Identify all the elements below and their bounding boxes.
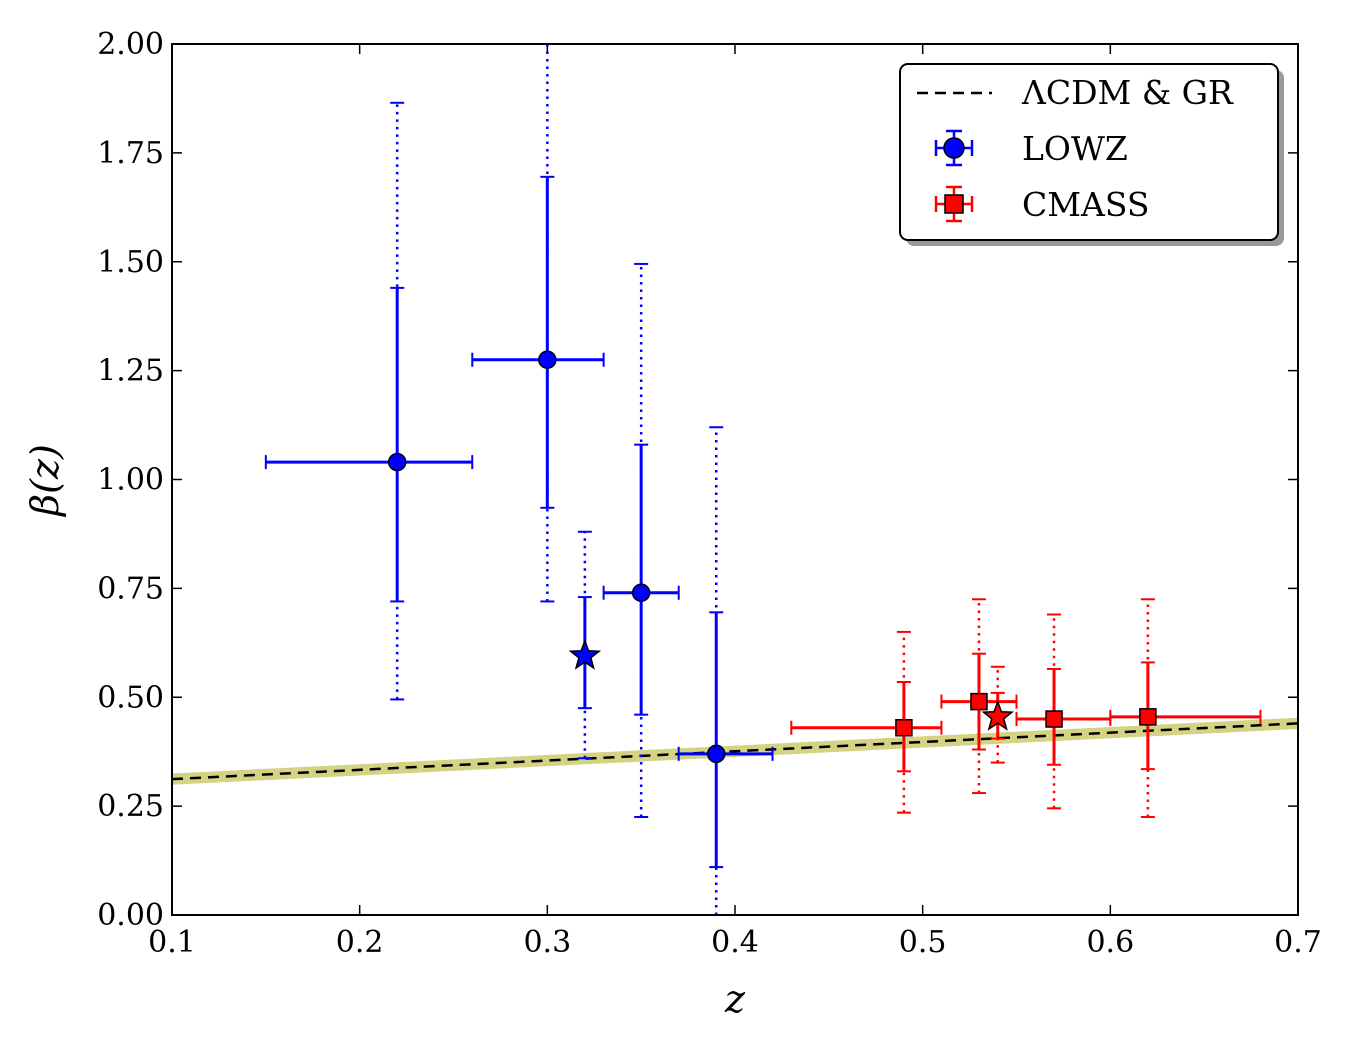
x-tick-label-1: 0.2 [336, 925, 384, 960]
x-tick-label-6: 0.7 [1274, 925, 1322, 960]
cmass-point-0-marker [895, 718, 913, 737]
x-tick-label-4: 0.5 [899, 925, 947, 960]
y-tick-label-7: 1.75 [97, 136, 164, 171]
lowz-point-0-marker [387, 452, 407, 472]
x-tick-label-0: 0.1 [148, 925, 196, 960]
x-tick-label-3: 0.4 [711, 925, 759, 960]
x-tick-label-2: 0.3 [523, 925, 571, 960]
y-tick-label-1: 0.25 [97, 789, 164, 824]
y-tick-label-6: 1.50 [97, 245, 164, 280]
tick-labels: 0.1 0.2 0.3 0.4 0.5 0.6 0.7 0.00 0.25 0.50 0.75 1.0… [97, 27, 1322, 960]
y-tick-label-8: 2.00 [97, 27, 164, 62]
y-tick-label-5: 1.25 [97, 354, 164, 389]
data-markers [387, 350, 1157, 764]
legend: ΛCDM & GR LOWZ CMASS [899, 63, 1279, 241]
y-axis-label: β(z) [23, 444, 67, 518]
legend-lowz-swatch [934, 129, 974, 167]
theory-line [172, 722, 1298, 781]
legend-cmass-label: CMASS [1022, 185, 1150, 224]
cmass-point-1-marker [970, 692, 988, 711]
x-tick-label-5: 0.6 [1086, 925, 1134, 960]
cmass-point-2-marker [1045, 710, 1063, 728]
legend-theory-label: ΛCDM & GR [1021, 73, 1234, 112]
cmass-point-3-marker [1139, 708, 1157, 726]
y-tick-label-2: 0.50 [97, 680, 164, 715]
theory-curve [172, 717, 1298, 785]
x-axis-label: z [724, 977, 746, 1021]
plot-frame [171, 43, 1299, 916]
y-tick-label-4: 1.00 [97, 463, 164, 498]
y-tick-label-0: 0.00 [97, 898, 164, 933]
lowz-star-marker [568, 638, 602, 670]
legend-lowz-label: LOWZ [1022, 129, 1128, 168]
lowz-point-1-marker [538, 350, 557, 369]
lowz-point-3-marker [706, 744, 726, 764]
legend-cmass-swatch [934, 185, 974, 223]
lowz-point-2-marker [631, 583, 651, 602]
cmass-star-marker [981, 699, 1015, 731]
y-tick-label-3: 0.75 [97, 571, 164, 606]
legend-box [899, 63, 1279, 241]
